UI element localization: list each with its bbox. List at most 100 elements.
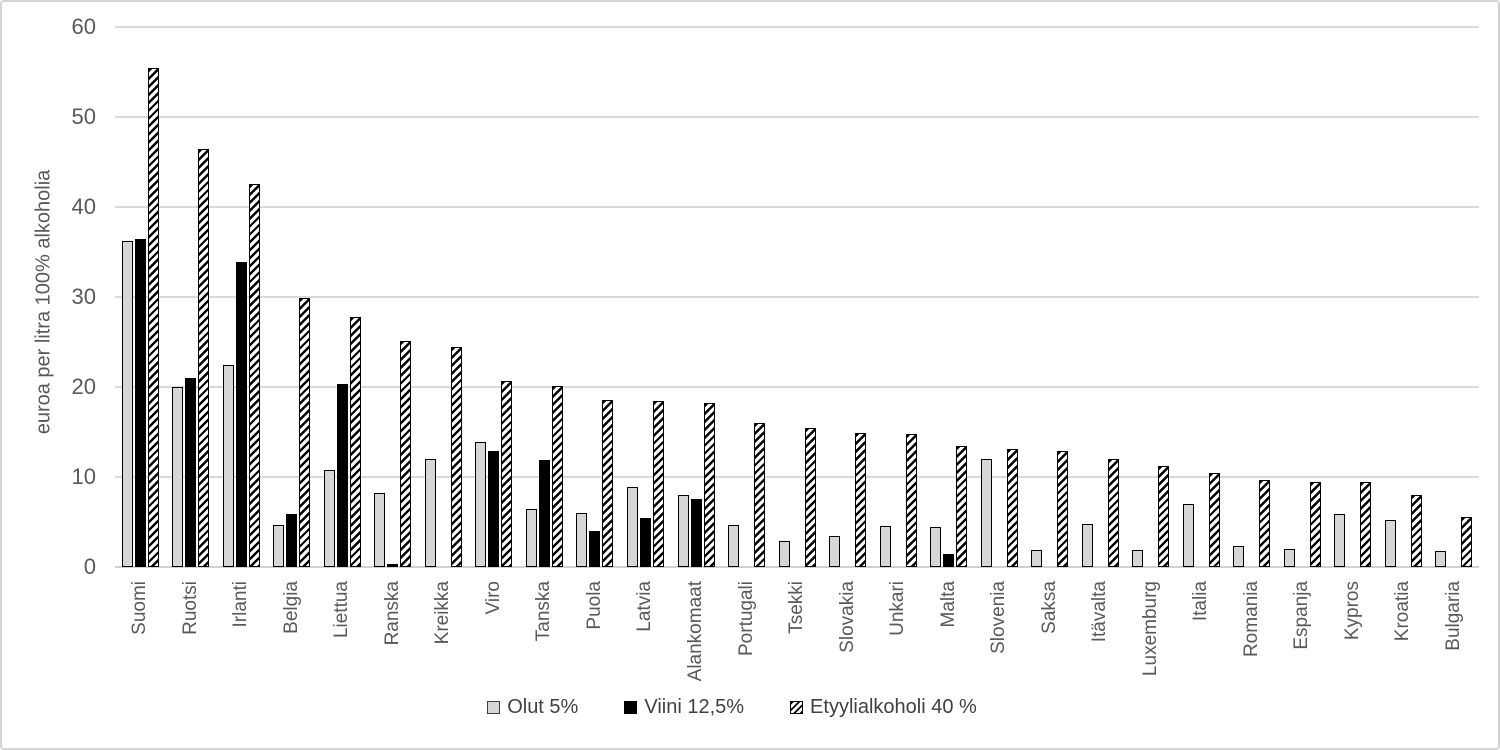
bar: [652, 400, 664, 567]
y-tick-label: 40: [71, 194, 96, 219]
legend-marker-viini-icon: [624, 701, 638, 714]
bar: [1132, 549, 1144, 567]
bar: [525, 509, 537, 567]
x-axis-label: Ranska: [381, 581, 403, 646]
x-axis-label: Itävalta: [1089, 581, 1111, 643]
legend-item-viini: Viini 12,5%: [624, 696, 744, 719]
bar: [602, 399, 614, 567]
bar: [677, 495, 689, 567]
bar: [248, 183, 260, 567]
bar: [121, 241, 133, 567]
bar: [198, 148, 210, 567]
legend-item-etyylialkoholi: Etyylialkoholi 40 %: [790, 696, 977, 719]
bar: [374, 493, 386, 567]
x-axis-label: Slovenia: [988, 581, 1010, 654]
legend-marker-etyylialkoholi-icon: [790, 701, 804, 714]
bar: [1233, 546, 1245, 567]
bar: [1031, 549, 1043, 567]
bar: [172, 387, 184, 567]
bar: [424, 459, 436, 567]
bar: [589, 531, 601, 567]
x-axis-label: Ruotsi: [179, 581, 201, 635]
bar: [299, 297, 311, 567]
x-axis-label: Belgia: [280, 581, 302, 634]
bar: [855, 432, 866, 567]
bar: [501, 380, 513, 567]
bar: [1461, 516, 1473, 567]
bar: [1259, 479, 1271, 567]
bar: [538, 459, 550, 567]
bar: [980, 459, 992, 567]
bar: [690, 498, 702, 567]
bar: [829, 535, 840, 567]
bar: [147, 68, 159, 567]
bar: [956, 445, 968, 567]
y-tick-label: 30: [71, 284, 96, 309]
x-axis-label: Kreikka: [432, 581, 454, 645]
x-axis-label: Bulgaria: [1442, 581, 1464, 651]
x-axis-label: Liettua: [331, 581, 353, 639]
bar: [185, 378, 197, 567]
gridline: [115, 296, 1479, 298]
bar: [1435, 550, 1447, 567]
bar: [336, 384, 348, 567]
bar: [1384, 520, 1396, 567]
x-axis-label: Irlanti: [230, 581, 252, 628]
y-tick-label: 20: [71, 374, 96, 399]
bar: [1208, 473, 1220, 567]
x-axis-label: Latvia: [634, 581, 656, 632]
x-axis-label: Kypros: [1341, 581, 1363, 641]
x-axis-label: Puola: [583, 581, 605, 630]
bar: [235, 261, 247, 567]
x-axis-label: Romania: [1240, 581, 1262, 658]
x-axis-label: Unkari: [887, 581, 908, 636]
bar: [286, 513, 298, 567]
x-axis-label: Italia: [1190, 581, 1212, 622]
bar: [488, 450, 500, 567]
legend-label-olut: Olut 5%: [507, 696, 579, 718]
bar: [222, 364, 234, 567]
legend-marker-olut-icon: [487, 701, 501, 714]
gridline: [115, 116, 1479, 118]
bar: [475, 441, 487, 567]
bar: [1006, 449, 1018, 567]
bar: [930, 527, 942, 567]
bar: [400, 341, 412, 567]
x-axis-label: Malta: [937, 581, 959, 628]
gridline: [115, 206, 1479, 208]
bar: [1107, 459, 1119, 567]
bar: [703, 403, 715, 567]
y-tick-label: 0: [83, 554, 96, 579]
x-axis-label: Luxemburg: [1139, 581, 1161, 677]
x-axis-label: Tanska: [533, 581, 555, 642]
bar: [728, 524, 739, 567]
gridline: [115, 476, 1479, 478]
x-axis-label: Alankomaat: [685, 581, 706, 682]
bar: [905, 433, 917, 567]
legend-label-viini: Viini 12,5%: [644, 696, 745, 718]
bar: [1309, 481, 1321, 567]
x-axis-line: [115, 566, 1479, 568]
bar: [639, 517, 651, 567]
bar: [1334, 513, 1346, 567]
y-tick-label: 60: [71, 14, 96, 39]
y-tick-label: 50: [71, 104, 96, 129]
gridline: [115, 26, 1479, 28]
bar: [626, 486, 638, 567]
bar: [1360, 481, 1372, 567]
bar: [1081, 523, 1093, 567]
bar: [1057, 450, 1069, 567]
x-axis-label: Espanja: [1291, 581, 1313, 650]
bar: [1158, 466, 1170, 567]
x-axis-label: Portugali: [735, 581, 757, 656]
bar: [273, 524, 285, 567]
x-axis-label: Tsekki: [786, 581, 807, 634]
bar: [1410, 495, 1422, 567]
bar: [943, 553, 955, 567]
bar: [323, 469, 335, 567]
bar: [879, 525, 891, 567]
x-axis-label: Kroatia: [1392, 581, 1414, 642]
bar: [1182, 504, 1194, 567]
